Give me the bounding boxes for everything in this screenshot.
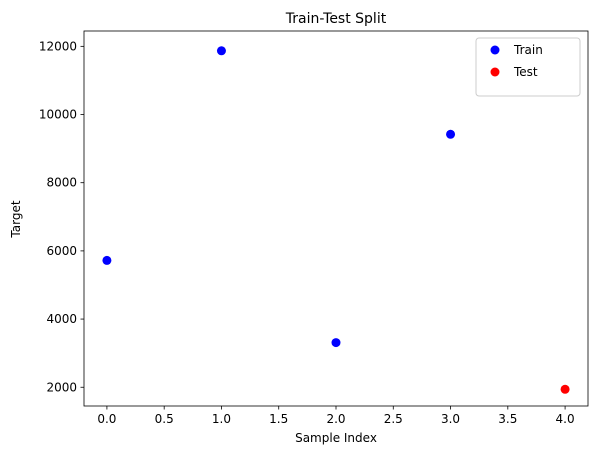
legend-label-train: Train xyxy=(513,43,543,57)
x-tick-label: 3.5 xyxy=(498,412,517,426)
legend-marker-test xyxy=(490,67,500,77)
x-tick-label: 1.5 xyxy=(269,412,288,426)
train-point xyxy=(216,46,226,56)
legend-label-test: Test xyxy=(513,65,538,79)
legend-box xyxy=(475,37,581,97)
y-axis-title: Target xyxy=(9,200,23,238)
plot-area: 0.0 0.5 1.0 1.5 2.0 2.5 3.0 3.5 4.0 2000 4000 6000 8… xyxy=(39,30,589,426)
y-tick-label: 6000 xyxy=(46,244,77,258)
x-axis-title: Sample Index xyxy=(295,431,377,445)
legend: Train Test xyxy=(475,37,581,97)
y-tick-label: 12000 xyxy=(39,39,77,53)
x-tick-label: 3.0 xyxy=(441,412,460,426)
x-tick-label: 0.0 xyxy=(97,412,116,426)
chart-title: Train-Test Split xyxy=(285,11,387,27)
y-tick-label: 10000 xyxy=(39,108,77,122)
x-tick-label: 1.0 xyxy=(212,412,231,426)
x-tick-label: 4.0 xyxy=(556,412,575,426)
train-point xyxy=(102,255,112,265)
legend-marker-train xyxy=(490,45,500,55)
x-tick-label: 2.5 xyxy=(384,412,403,426)
y-tick-label: 4000 xyxy=(46,312,77,326)
y-tick-label: 8000 xyxy=(46,176,77,190)
x-tick-label: 2.0 xyxy=(326,412,345,426)
test-point xyxy=(560,384,570,394)
x-tick-label: 0.5 xyxy=(155,412,174,426)
train-point xyxy=(446,129,456,139)
train-point xyxy=(331,338,341,348)
y-tick-label: 2000 xyxy=(46,380,77,394)
